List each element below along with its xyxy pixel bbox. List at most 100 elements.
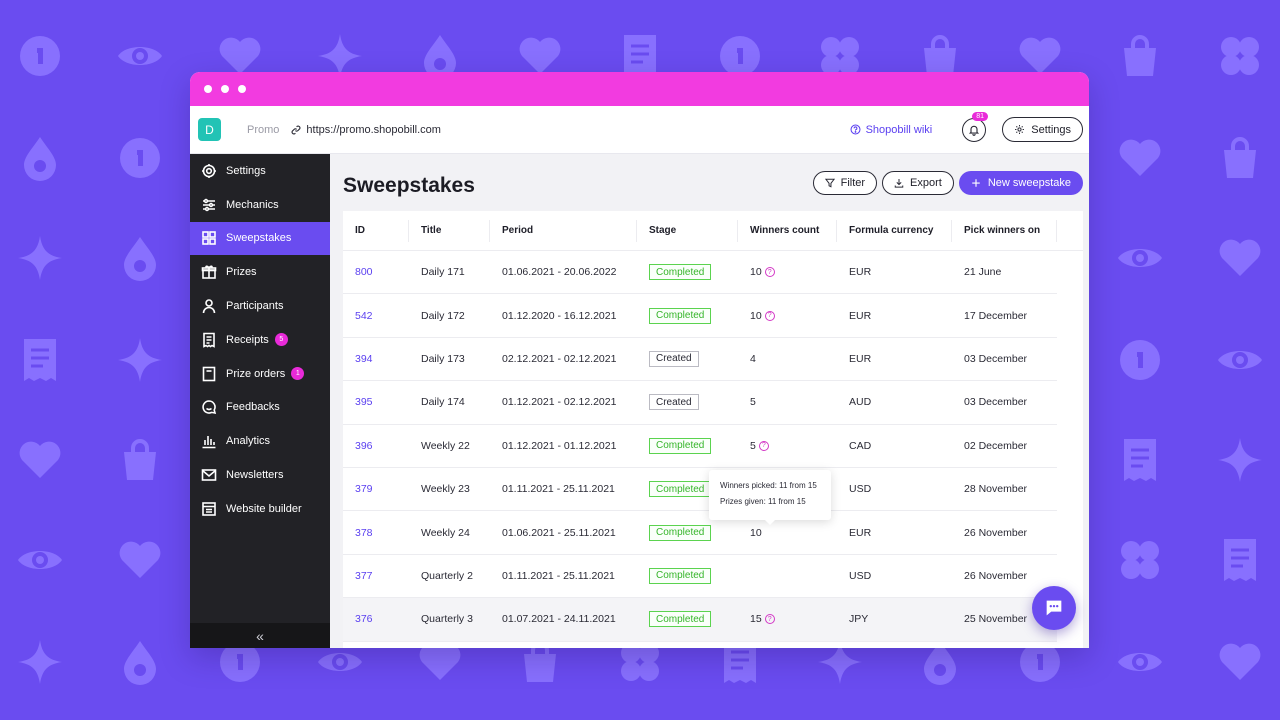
row-id-link[interactable]: 394: [355, 352, 373, 365]
notifications-button[interactable]: 81: [962, 111, 989, 142]
winners-info-icon[interactable]: ?: [764, 614, 775, 625]
sidebar-item-label: Analytics: [226, 435, 271, 448]
row-period: 01.11.2021 - 25.11.2021: [502, 483, 615, 496]
row-id-link[interactable]: 542: [355, 309, 373, 322]
winners-info-icon[interactable]: ?: [764, 310, 775, 321]
one-coin-icon: [1112, 332, 1168, 388]
sparkle-icon: [312, 28, 368, 84]
col-header-formula-currency[interactable]: Formula currency: [837, 219, 952, 242]
winners-info-icon[interactable]: ?: [758, 440, 769, 451]
order-icon: [202, 366, 216, 381]
eye-icon: [312, 634, 368, 690]
bag-icon: [1112, 28, 1168, 84]
chat-icon: [202, 400, 217, 415]
sidebar-item-receipts[interactable]: Receipts 5: [190, 323, 330, 357]
project-url[interactable]: https://promo.shopobill.com: [291, 124, 441, 136]
col-header-stage[interactable]: Stage: [637, 219, 738, 242]
row-period: 01.12.2021 - 01.12.2021: [502, 439, 617, 452]
table-row[interactable]: 378 Weekly 24 01.06.2021 - 25.11.2021 Compl…: [343, 511, 1057, 555]
sidebar-item-label: Receipts: [226, 333, 269, 346]
sidebar-item-label: Feedbacks: [226, 401, 280, 414]
prize-orders-badge: 1: [291, 367, 305, 381]
user-icon: [202, 299, 216, 314]
filter-button[interactable]: Filter: [812, 171, 878, 195]
drop-icon: [412, 28, 468, 84]
row-period: 01.12.2020 - 16.12.2021: [502, 309, 617, 322]
row-currency: USD: [849, 483, 872, 496]
export-button[interactable]: Export: [882, 171, 954, 195]
row-stage-cell: Completed: [637, 294, 738, 336]
heart-icon: [1212, 230, 1268, 286]
support-chat-button[interactable]: [1032, 586, 1076, 630]
one-coin-icon: [112, 130, 168, 186]
window-dot-maximize[interactable]: [238, 85, 246, 93]
table-row[interactable]: 379 Weekly 23 01.11.2021 - 25.11.2021 Compl…: [343, 468, 1057, 512]
col-header-winners-count[interactable]: Winners count: [738, 219, 837, 242]
table-body: 800 Daily 171 01.06.2021 - 20.06.2022 Compl…: [343, 251, 1083, 642]
row-title: Daily 173: [421, 352, 465, 365]
table-row[interactable]: 800 Daily 171 01.06.2021 - 20.06.2022 Compl…: [343, 251, 1057, 295]
window-dot-minimize[interactable]: [221, 85, 229, 93]
table-row[interactable]: 395 Daily 174 01.12.2021 - 02.12.2021 Creat…: [343, 381, 1057, 425]
stage-badge: Completed: [649, 567, 712, 584]
sidebar-item-settings[interactable]: Settings: [190, 154, 330, 188]
sidebar-item-website-builder[interactable]: Website builder: [190, 492, 330, 526]
layout-icon: [202, 502, 216, 516]
table-row[interactable]: 394 Daily 173 02.12.2021 - 02.12.2021 Creat…: [343, 338, 1057, 382]
sidebar-item-feedbacks[interactable]: Feedbacks: [190, 391, 330, 425]
col-header-pick-winners-on[interactable]: Pick winners on: [952, 219, 1057, 242]
row-currency: EUR: [849, 309, 872, 322]
row-pick-date: 25 November: [964, 613, 1028, 626]
row-id-link[interactable]: 377: [355, 569, 373, 582]
heart-icon: [1112, 130, 1168, 186]
row-id-link[interactable]: 396: [355, 439, 373, 452]
download-icon: [894, 178, 904, 188]
col-header-id[interactable]: ID: [343, 219, 409, 242]
clover-icon: [1112, 532, 1168, 588]
eye-icon: [112, 28, 168, 84]
sidebar-item-mechanics[interactable]: Mechanics: [190, 188, 330, 222]
sidebar-item-label: Newsletters: [226, 469, 284, 482]
wiki-link[interactable]: Shopobill wiki: [850, 124, 932, 136]
row-id-link[interactable]: 395: [355, 396, 373, 409]
sidebar-item-sweepstakes[interactable]: Sweepstakes: [190, 221, 330, 256]
receipts-badge: 5: [274, 333, 288, 347]
table-row[interactable]: 376 Quarterly 3 01.07.2021 - 24.11.2021 Com…: [343, 598, 1057, 642]
new-sweepstake-label: New sweepstake: [987, 177, 1071, 189]
table-header: ID Title Period Stage Winners count Form…: [343, 211, 1083, 251]
row-currency: AUD: [849, 396, 872, 409]
winners-count: 10: [750, 526, 762, 539]
row-id-link[interactable]: 800: [355, 266, 373, 279]
row-currency: JPY: [849, 613, 869, 626]
window-dot-close[interactable]: [204, 85, 212, 93]
col-header-title[interactable]: Title: [409, 219, 490, 242]
row-winners: 15?: [738, 598, 837, 640]
sidebar-item-analytics[interactable]: Analytics: [190, 424, 330, 458]
sidebar-collapse-button[interactable]: «: [190, 623, 330, 648]
row-pick-date: 26 November: [964, 569, 1028, 582]
clover-icon: [1212, 28, 1268, 84]
winners-info-icon[interactable]: ?: [764, 267, 775, 278]
table-row[interactable]: 377 Quarterly 2 01.11.2021 - 25.11.2021 Com…: [343, 555, 1057, 599]
top-settings-button[interactable]: Settings: [1002, 117, 1083, 142]
row-id-link[interactable]: 378: [355, 526, 373, 539]
new-sweepstake-button[interactable]: New sweepstake: [958, 171, 1083, 195]
link-icon: [291, 125, 301, 134]
row-stage-cell: Completed: [637, 511, 738, 553]
sidebar-item-label: Mechanics: [226, 198, 279, 211]
sidebar-item-newsletters[interactable]: Newsletters: [190, 458, 330, 492]
sidebar-item-prizes[interactable]: Prizes: [190, 255, 330, 289]
sidebar-item-participants[interactable]: Participants: [190, 289, 330, 323]
table-row[interactable]: 396 Weekly 22 01.12.2021 - 01.12.2021 Compl…: [343, 425, 1057, 468]
col-header-period[interactable]: Period: [490, 219, 637, 242]
top-settings-label: Settings: [1031, 123, 1071, 136]
table-row[interactable]: 542 Daily 172 01.12.2020 - 16.12.2021 Compl…: [343, 294, 1057, 338]
stage-badge: Created: [649, 350, 699, 367]
sidebar-item-prize-orders[interactable]: Prize orders 1: [190, 357, 330, 391]
row-id-link[interactable]: 379: [355, 483, 373, 496]
stage-badge: Completed: [649, 437, 712, 454]
app-logo[interactable]: D: [198, 118, 221, 141]
row-id-link[interactable]: 376: [355, 613, 373, 626]
section-label: Promo: [247, 123, 280, 136]
